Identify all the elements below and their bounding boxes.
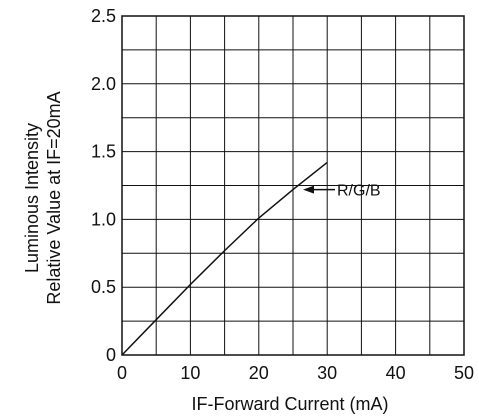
- plot-frame: [121, 15, 465, 356]
- series-line-0: [121, 161, 328, 356]
- x-tick-label: 40: [386, 363, 406, 383]
- y-tick-label: 0: [106, 345, 116, 365]
- y-axis-title-line-2: Relative Value at IF=20mA: [44, 91, 64, 304]
- y-tick-label: 2.5: [91, 6, 116, 26]
- y-tick-label: 1.0: [91, 209, 116, 229]
- x-tick-label: 0: [117, 363, 127, 383]
- series-layer: [121, 161, 328, 356]
- annotation-layer: R/G/B: [303, 183, 381, 200]
- x-tick-label: 50: [454, 363, 474, 383]
- y-tick-label: 0.5: [91, 277, 116, 297]
- annotation-label-0: R/G/B: [337, 183, 381, 200]
- x-tick-labels: 0 10 20 30 40 50: [117, 363, 474, 383]
- grid: [122, 16, 464, 355]
- x-tick-label: 30: [317, 363, 337, 383]
- y-tick-label: 2.0: [91, 74, 116, 94]
- y-axis-title: Luminous Intensity Relative Value at IF=…: [22, 91, 64, 304]
- y-tick-label: 1.5: [91, 142, 116, 162]
- annotation-arrow-head-0: [303, 185, 314, 194]
- x-tick-label: 10: [180, 363, 200, 383]
- y-axis-title-line-1: Luminous Intensity: [22, 123, 42, 273]
- y-tick-labels: 0 0.5 1.0 1.5 2.0 2.5: [91, 6, 116, 365]
- x-axis-title: IF-Forward Current (mA): [191, 394, 388, 414]
- x-tick-label: 20: [249, 363, 269, 383]
